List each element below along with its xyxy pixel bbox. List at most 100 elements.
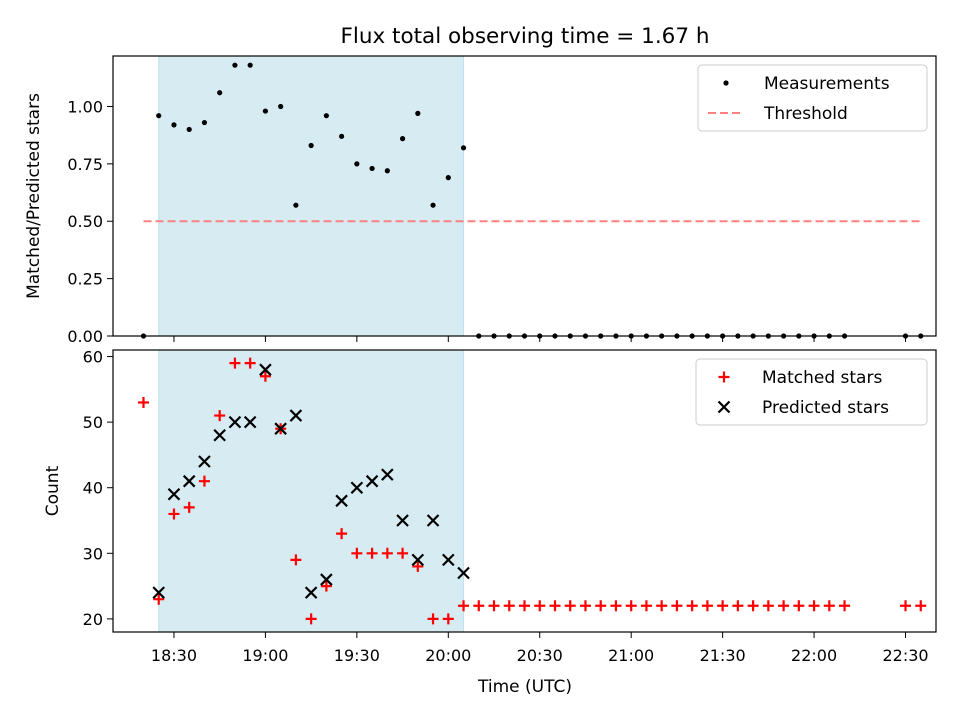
matched-star-point	[320, 580, 332, 592]
y-tick-label: 0.00	[67, 327, 103, 346]
legend-frame	[697, 64, 928, 132]
matched-star-point	[732, 600, 744, 612]
legend-frame	[695, 358, 928, 426]
predicted-star-point	[228, 415, 242, 429]
predicted-star-point	[167, 488, 181, 501]
measurement-point	[399, 136, 406, 142]
axes-frame	[112, 349, 937, 633]
predicted-star-point	[274, 422, 287, 435]
x-tick-label: 19:00	[242, 646, 288, 665]
legend-measurement-marker	[723, 80, 729, 86]
predicted-star-point	[289, 409, 303, 422]
predicted-star-point	[243, 415, 257, 429]
predicted-star-point	[411, 553, 425, 567]
matched-star-point	[823, 600, 835, 612]
y-axis-label: Matched/Predicted stars	[24, 93, 44, 299]
predicted-star-point	[350, 481, 364, 494]
measurement-point	[430, 202, 436, 208]
predicted-star-point	[457, 566, 470, 580]
matched-star-point	[579, 600, 591, 612]
measurement-point	[308, 142, 314, 149]
matched-star-point	[549, 600, 561, 612]
matched-star-point	[458, 600, 470, 612]
measurement-point	[217, 90, 223, 96]
x-tick-label: 21:00	[608, 646, 654, 665]
matched-star-point	[412, 560, 424, 572]
y-tick-label: 50	[83, 413, 103, 432]
matched-star-point	[534, 600, 546, 612]
matched-star-point	[701, 600, 713, 612]
matched-star-point	[397, 547, 409, 559]
x-tick-label: 20:00	[425, 646, 471, 665]
predicted-star-point	[304, 586, 318, 599]
predicted-star-point	[381, 468, 394, 481]
measurement-point	[247, 62, 253, 68]
legend-predicted-marker	[717, 400, 731, 414]
measurement-point	[384, 168, 390, 174]
measurement-point	[293, 202, 299, 208]
matched-star-point	[366, 547, 378, 559]
figure-title: Flux total observing time = 1.67 h	[341, 24, 710, 49]
predicted-star-point	[320, 573, 333, 586]
matched-star-point	[762, 600, 774, 612]
matched-star-point	[747, 600, 759, 612]
measurement-point	[460, 145, 467, 151]
measurement-point	[323, 113, 329, 119]
matched-star-point	[244, 357, 256, 369]
x-tick-label: 21:30	[700, 646, 746, 665]
matched-star-point	[839, 600, 851, 612]
matched-star-point	[183, 501, 195, 513]
predicted-star-point	[182, 474, 196, 488]
measurement-point	[156, 113, 162, 119]
y-tick-label: 0.75	[67, 155, 103, 174]
measurement-point	[171, 122, 177, 128]
y-tick-label: 30	[83, 544, 103, 563]
legend-label: Matched stars	[762, 368, 882, 388]
matched-star-point	[381, 547, 393, 559]
y-axis-label: Count	[43, 465, 63, 516]
measurement-point	[201, 119, 208, 126]
matched-star-point	[153, 593, 165, 605]
observing-window-span	[158, 349, 465, 633]
legend-matched-marker	[718, 371, 730, 383]
matched-star-point	[427, 613, 439, 625]
matched-star-point	[717, 600, 729, 612]
legend: Measurements Threshold	[697, 64, 928, 132]
matched-star-point	[198, 475, 210, 487]
predicted-star-point	[442, 553, 455, 567]
x-tick-label: 19:30	[334, 646, 380, 665]
x-tick-label: 22:30	[882, 646, 928, 665]
measurement-point	[262, 108, 269, 114]
matched-star-point	[778, 600, 790, 612]
measurement-point	[369, 165, 375, 172]
predicted-star-point	[335, 494, 348, 508]
matched-star-point	[915, 600, 927, 612]
matched-star-point	[503, 600, 515, 612]
matched-star-point	[214, 410, 226, 422]
y-tick-label: 1.00	[67, 97, 103, 116]
bottom-panel: 20 30 40 50 60 18:30 19:00 19:30 20:00 20:30 21:00…	[43, 348, 937, 665]
matched-star-point	[793, 600, 805, 612]
matched-star-point	[336, 528, 348, 540]
observing-window-span	[158, 55, 465, 337]
matched-star-point	[900, 600, 912, 612]
predicted-star-point	[152, 586, 165, 599]
matched-star-point	[640, 600, 652, 612]
predicted-star-point	[213, 428, 226, 442]
x-tick-label: 18:30	[151, 646, 197, 665]
matched-star-point	[564, 600, 576, 612]
legend: Matched stars Predicted stars	[695, 358, 928, 426]
matched-star-point	[625, 600, 637, 612]
matched-star-point	[808, 600, 820, 612]
measurement-point	[186, 126, 192, 133]
top-panel: 0.00 0.25 0.50 0.75 1.00 Matched/Predicted st…	[24, 55, 937, 346]
matched-star-point	[290, 554, 302, 566]
predicted-star-point	[198, 455, 211, 468]
matched-star-point	[671, 600, 683, 612]
matched-star-point	[351, 547, 363, 559]
matched-star-point	[137, 396, 149, 408]
matched-star-point	[305, 613, 317, 625]
legend-label: Threshold	[763, 104, 848, 124]
measurement-point	[445, 175, 451, 181]
